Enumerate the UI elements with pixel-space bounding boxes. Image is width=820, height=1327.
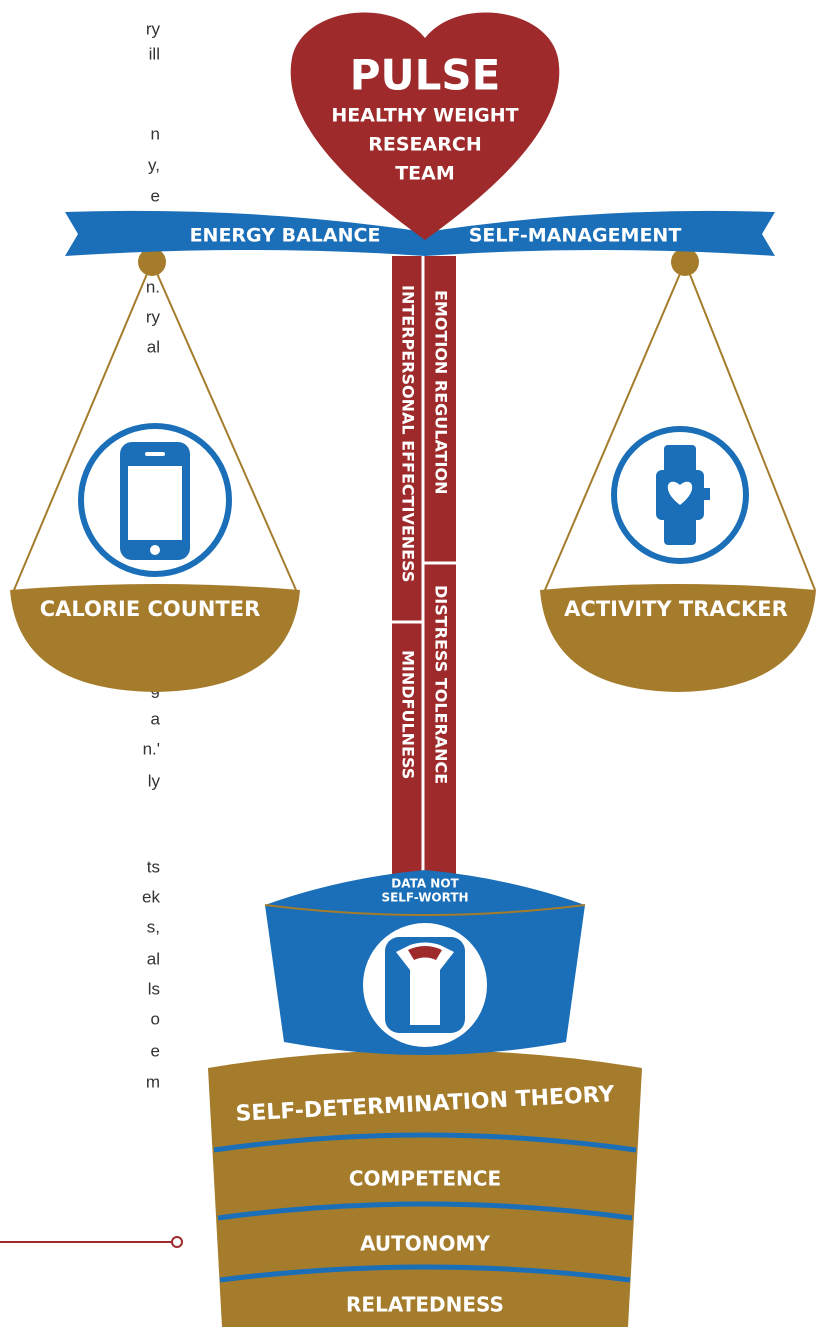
text-fragment: ly: [148, 771, 161, 790]
heart-line: HEALTHY WEIGHT: [331, 105, 518, 127]
base-label: SELF-WORTH: [381, 891, 468, 905]
text-fragment: al: [147, 949, 160, 968]
base-label: DATA NOT: [391, 877, 459, 891]
pan-label: ACTIVITY TRACKER: [564, 597, 788, 621]
heart-line: RESEARCH: [368, 134, 481, 156]
text-fragment: n: [151, 124, 160, 143]
text-fragment: m: [146, 1072, 160, 1091]
heart-line: TEAM: [395, 163, 455, 185]
divider-dot: [172, 1237, 182, 1247]
pillar-label: DISTRESS TOLERANCE: [432, 585, 451, 784]
text-fragment: s,: [147, 917, 160, 936]
text-fragment: ry: [146, 19, 161, 38]
text-fragment: al: [147, 337, 160, 356]
text-fragment: ill: [149, 44, 160, 63]
knob: [671, 248, 699, 276]
text-fragment: o: [151, 1009, 160, 1028]
text-fragment: n.': [143, 739, 160, 758]
heart-title: PULSE: [350, 51, 501, 100]
text-fragment: e: [151, 1041, 160, 1060]
layer-label: AUTONOMY: [360, 1232, 490, 1256]
knob: [138, 248, 166, 276]
text-fragment: n.: [146, 277, 160, 296]
text-fragment: a: [151, 709, 161, 728]
text-fragment: ts: [147, 857, 160, 876]
beam-left-label: ENERGY BALANCE: [190, 225, 381, 247]
pillar-label: MINDFULNESS: [399, 650, 418, 779]
pan-label: CALORIE COUNTER: [40, 597, 261, 621]
text-fragment: ls: [148, 979, 160, 998]
pillar-label: EMOTION REGULATION: [432, 290, 451, 494]
text-fragment: ek: [142, 887, 160, 906]
layer-label: COMPETENCE: [349, 1167, 501, 1191]
text-fragment: e: [151, 186, 160, 205]
pillar-label: INTERPERSONAL EFFECTIVENESS: [399, 285, 418, 582]
infographic: ryillny,ef-irn.ryaleggan.'lytseks,allsoe…: [0, 0, 820, 1327]
text-fragment: y,: [148, 155, 160, 174]
text-fragment: ry: [146, 307, 161, 326]
beam-right-label: SELF-MANAGEMENT: [469, 225, 682, 247]
layer-label: RELATEDNESS: [346, 1293, 504, 1317]
